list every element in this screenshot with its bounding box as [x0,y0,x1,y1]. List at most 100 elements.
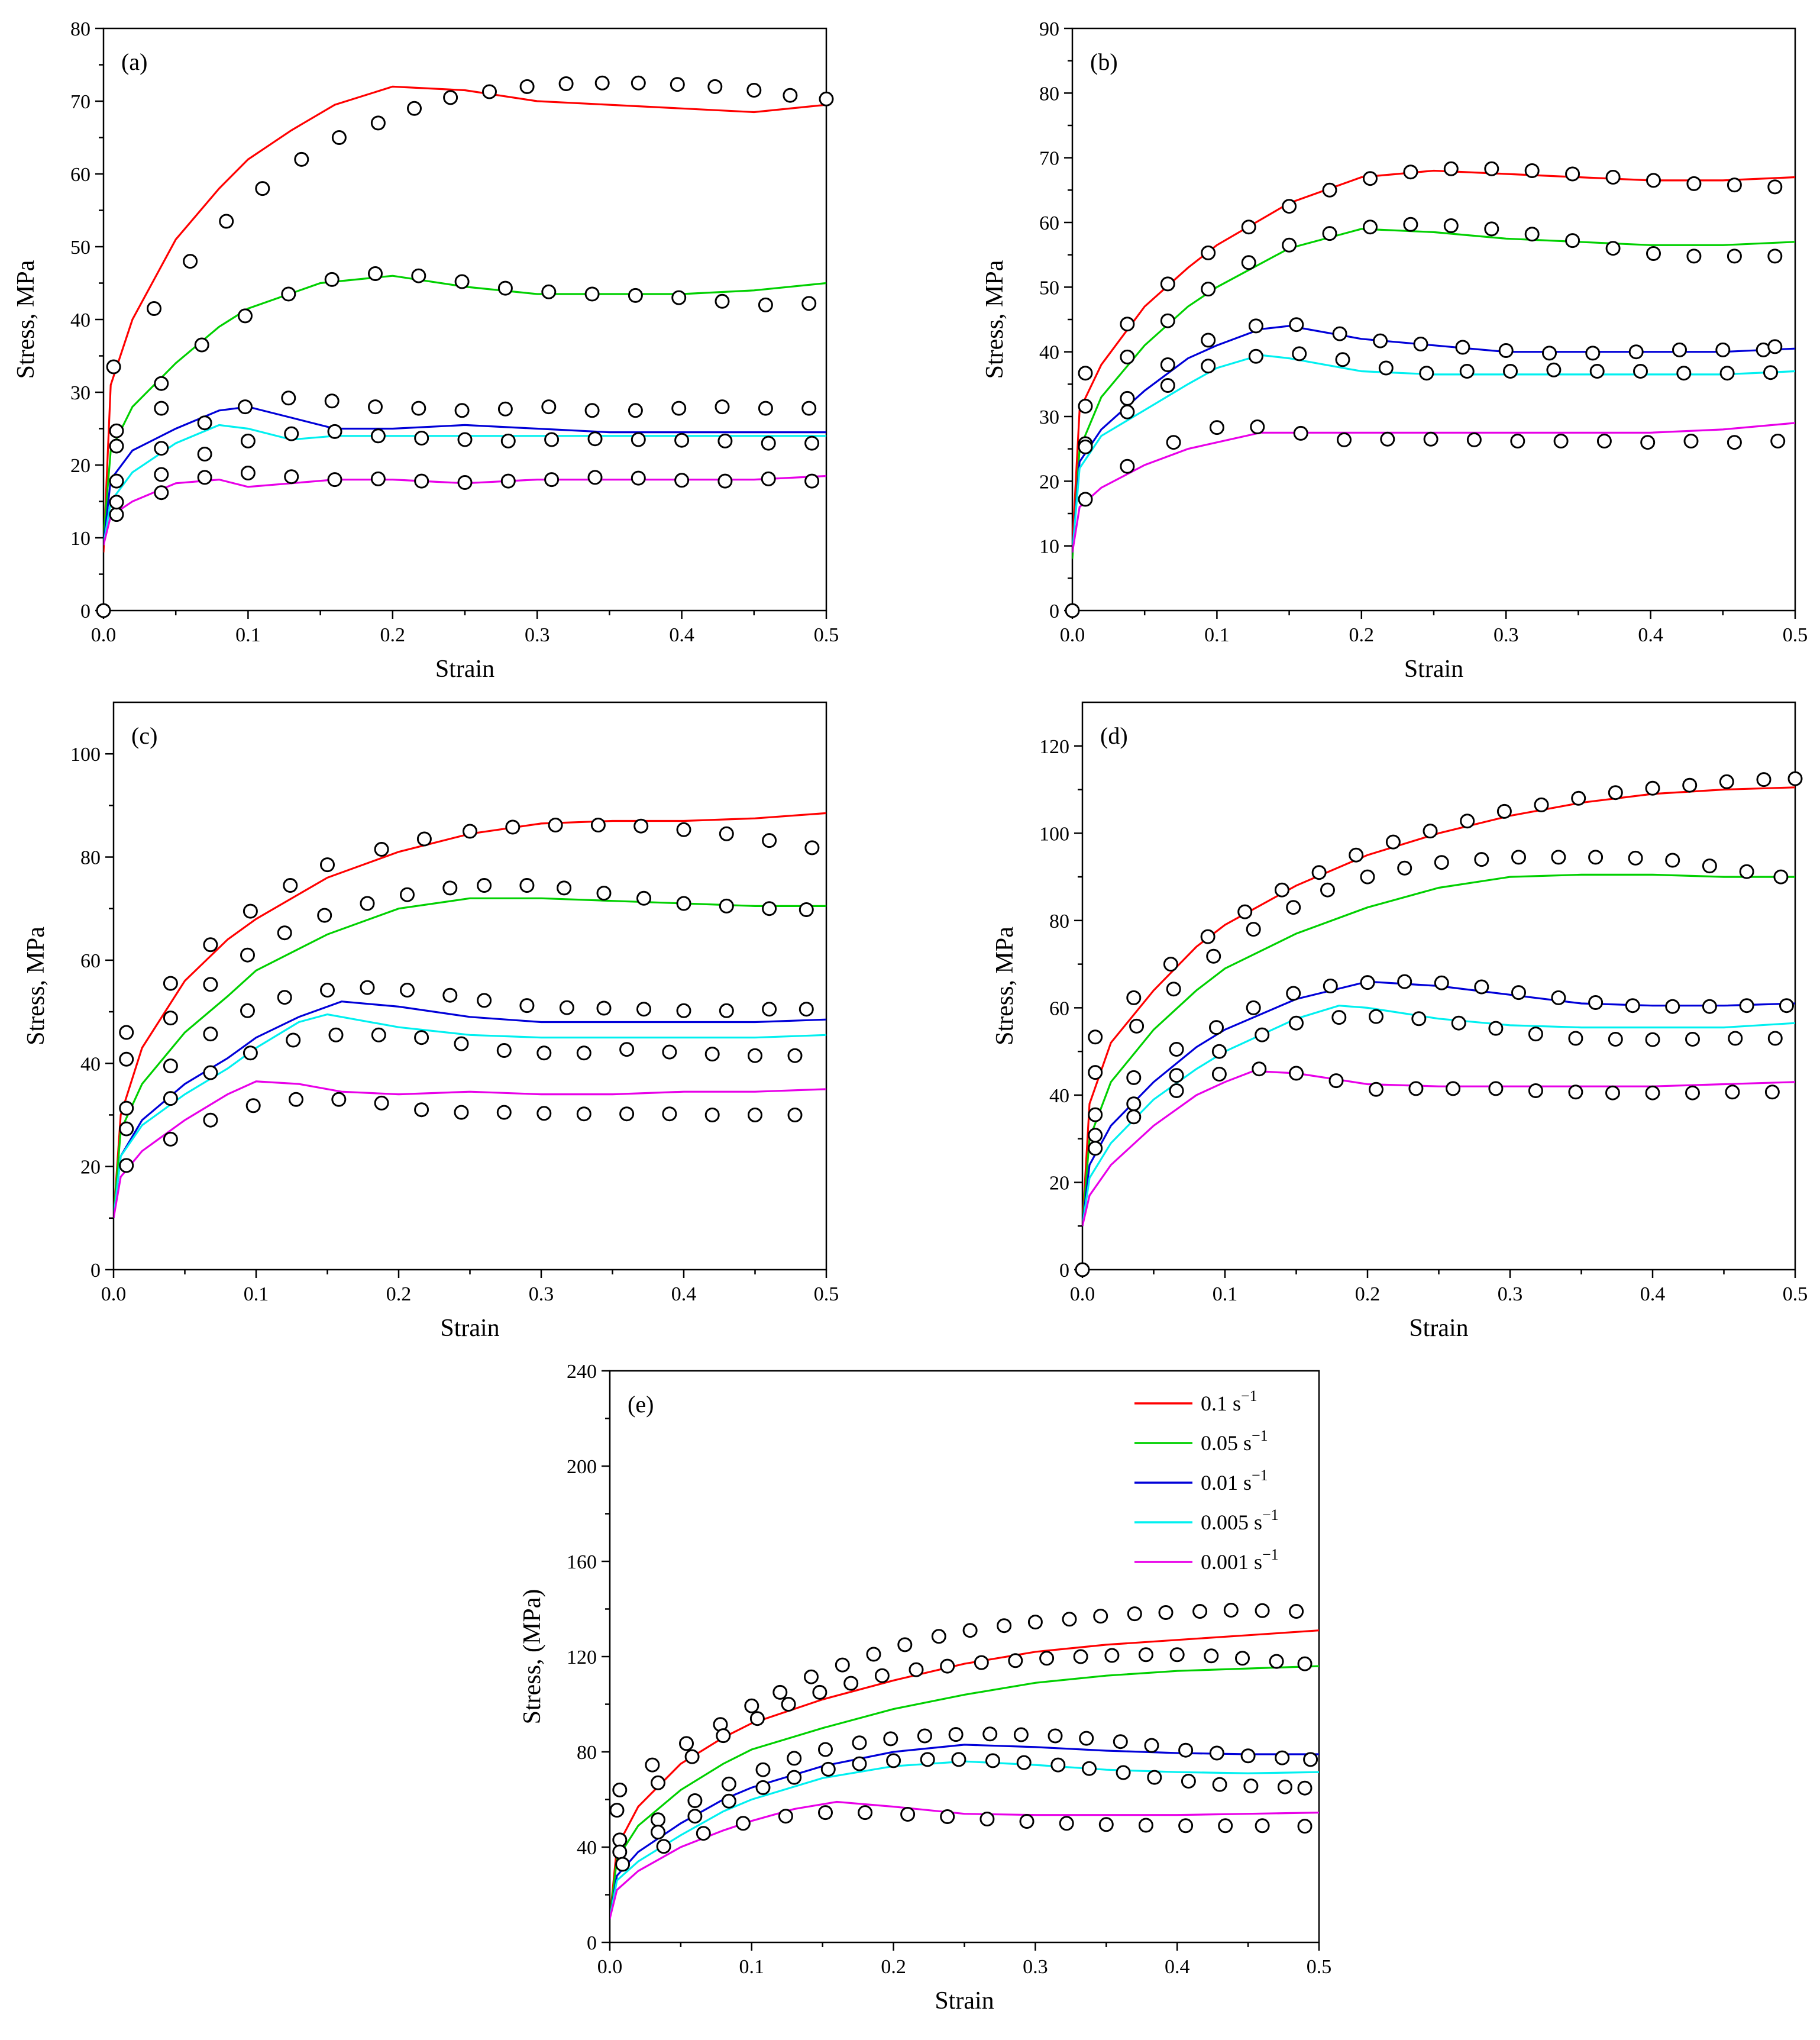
markers [119,818,820,1173]
data-point [1413,337,1428,351]
data-point [596,1000,612,1016]
data-point [1126,1109,1142,1125]
data-point [1773,869,1789,885]
data-point [1451,1015,1466,1031]
data-point [1360,975,1375,990]
data-point [1250,419,1265,434]
data-point [1019,1814,1035,1829]
data-point [1129,1018,1145,1034]
data-point [1079,1731,1094,1746]
data-point [1206,948,1221,964]
data-point [1332,326,1347,341]
data-point [1443,218,1459,233]
data-point [281,286,296,302]
legend-label: 0.005 s−1 [1201,1506,1279,1534]
data-point [576,1045,591,1061]
x-tick-label: 0.1 [1213,1283,1238,1305]
data-point [1088,1029,1103,1045]
data-point [371,1027,386,1042]
data-point [544,432,560,447]
data-point [497,401,513,417]
data-point [1113,1734,1128,1750]
data-point [1739,998,1754,1013]
data-point [1292,346,1307,361]
data-point [852,1756,867,1771]
data-point [370,115,386,131]
data-point [163,1131,178,1147]
data-point [787,1048,803,1063]
data-point [496,1043,512,1058]
x-tick-label: 0.5 [1783,1283,1808,1305]
data-point [203,1112,218,1128]
y-tick-label: 20 [70,455,90,477]
data-point [590,818,606,832]
data-point [719,1003,734,1018]
data-point [1645,1085,1660,1100]
y-axis-title: Stress, MPa [12,260,40,379]
data-point [203,977,218,992]
plot-area [1072,169,1795,559]
data-point [1201,245,1216,260]
panel-label: (d) [1100,722,1128,749]
x-tick-label: 0.3 [529,1283,554,1305]
data-point [1120,317,1135,332]
panel-c: 0.0 0.1 0.2 0.3 0.4 0.5 0 20 40 60 80 100 Strain Stre… [22,701,839,1342]
data-point [1282,237,1297,253]
panel-e: 0.0 0.1 0.2 0.3 0.4 0.5 0 40 80 120 160 200 240 Strai… [519,1361,1331,2015]
data-point [1169,1042,1184,1057]
data-point [1605,1085,1620,1100]
data-point [154,401,169,416]
data-point [255,181,270,196]
data-point [109,438,124,454]
x-axis-title: Strain [1409,1315,1468,1342]
data-point [684,1749,700,1764]
y-tick-label: 40 [80,1053,101,1075]
y-axis-title: Stress, (MPa) [519,1589,546,1725]
data-point [163,976,178,991]
data-point [1192,1604,1208,1619]
y-tick-label: 80 [70,18,90,40]
legend-label: 0.05 s−1 [1201,1427,1268,1455]
data-point [584,403,600,418]
data-point [951,1752,966,1767]
data-point [109,495,124,510]
y-tick-label: 0 [1059,1260,1069,1282]
y-tick-label: 80 [577,1742,597,1764]
data-point [755,1780,771,1795]
data-point [1138,1818,1153,1833]
data-point [411,401,426,416]
data-point [1565,233,1580,248]
data-point [804,435,820,451]
data-point [719,898,734,914]
data-point [289,1092,303,1107]
data-point [1169,1068,1184,1083]
x-tick-label: 0.0 [91,624,117,646]
data-point [1297,1656,1313,1671]
data-point [119,1100,134,1116]
data-point [1484,221,1499,237]
data-point [1160,357,1175,372]
data-point [835,1657,850,1673]
data-point [1160,276,1175,292]
data-point [1078,399,1093,414]
data-point [454,1105,469,1120]
legend-label: 0.001 s−1 [1201,1546,1279,1574]
panel-label: (c) [131,722,157,749]
data-point [1460,814,1475,829]
data-point [619,1042,635,1057]
data-point [331,1092,347,1107]
data-point [762,901,777,916]
data-point [704,1108,720,1122]
x-tick-label: 0.5 [1783,624,1808,646]
data-point [674,473,690,488]
data-point [1727,248,1742,264]
data-point [147,301,161,316]
data-point [1211,1044,1227,1059]
data-point [1337,432,1352,447]
plot-frame [1071,27,1796,612]
data-point [1423,824,1438,839]
y-tick-label: 40 [577,1837,597,1859]
data-point [320,983,335,998]
y-tick-label: 40 [1039,342,1059,364]
